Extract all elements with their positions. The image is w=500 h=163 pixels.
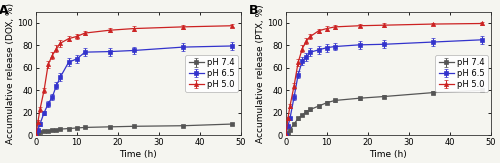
- X-axis label: Time (h): Time (h): [120, 150, 157, 159]
- Legend: pH 7.4, pH 6.5, pH 5.0: pH 7.4, pH 6.5, pH 5.0: [186, 55, 238, 92]
- Y-axis label: Accumulative release (DOX, %): Accumulative release (DOX, %): [6, 3, 15, 144]
- Text: B: B: [249, 4, 258, 17]
- Legend: pH 7.4, pH 6.5, pH 5.0: pH 7.4, pH 6.5, pH 5.0: [436, 55, 488, 92]
- X-axis label: Time (h): Time (h): [370, 150, 407, 159]
- Text: A: A: [0, 4, 8, 17]
- Y-axis label: Accumulative release (PTX, %): Accumulative release (PTX, %): [256, 4, 264, 143]
